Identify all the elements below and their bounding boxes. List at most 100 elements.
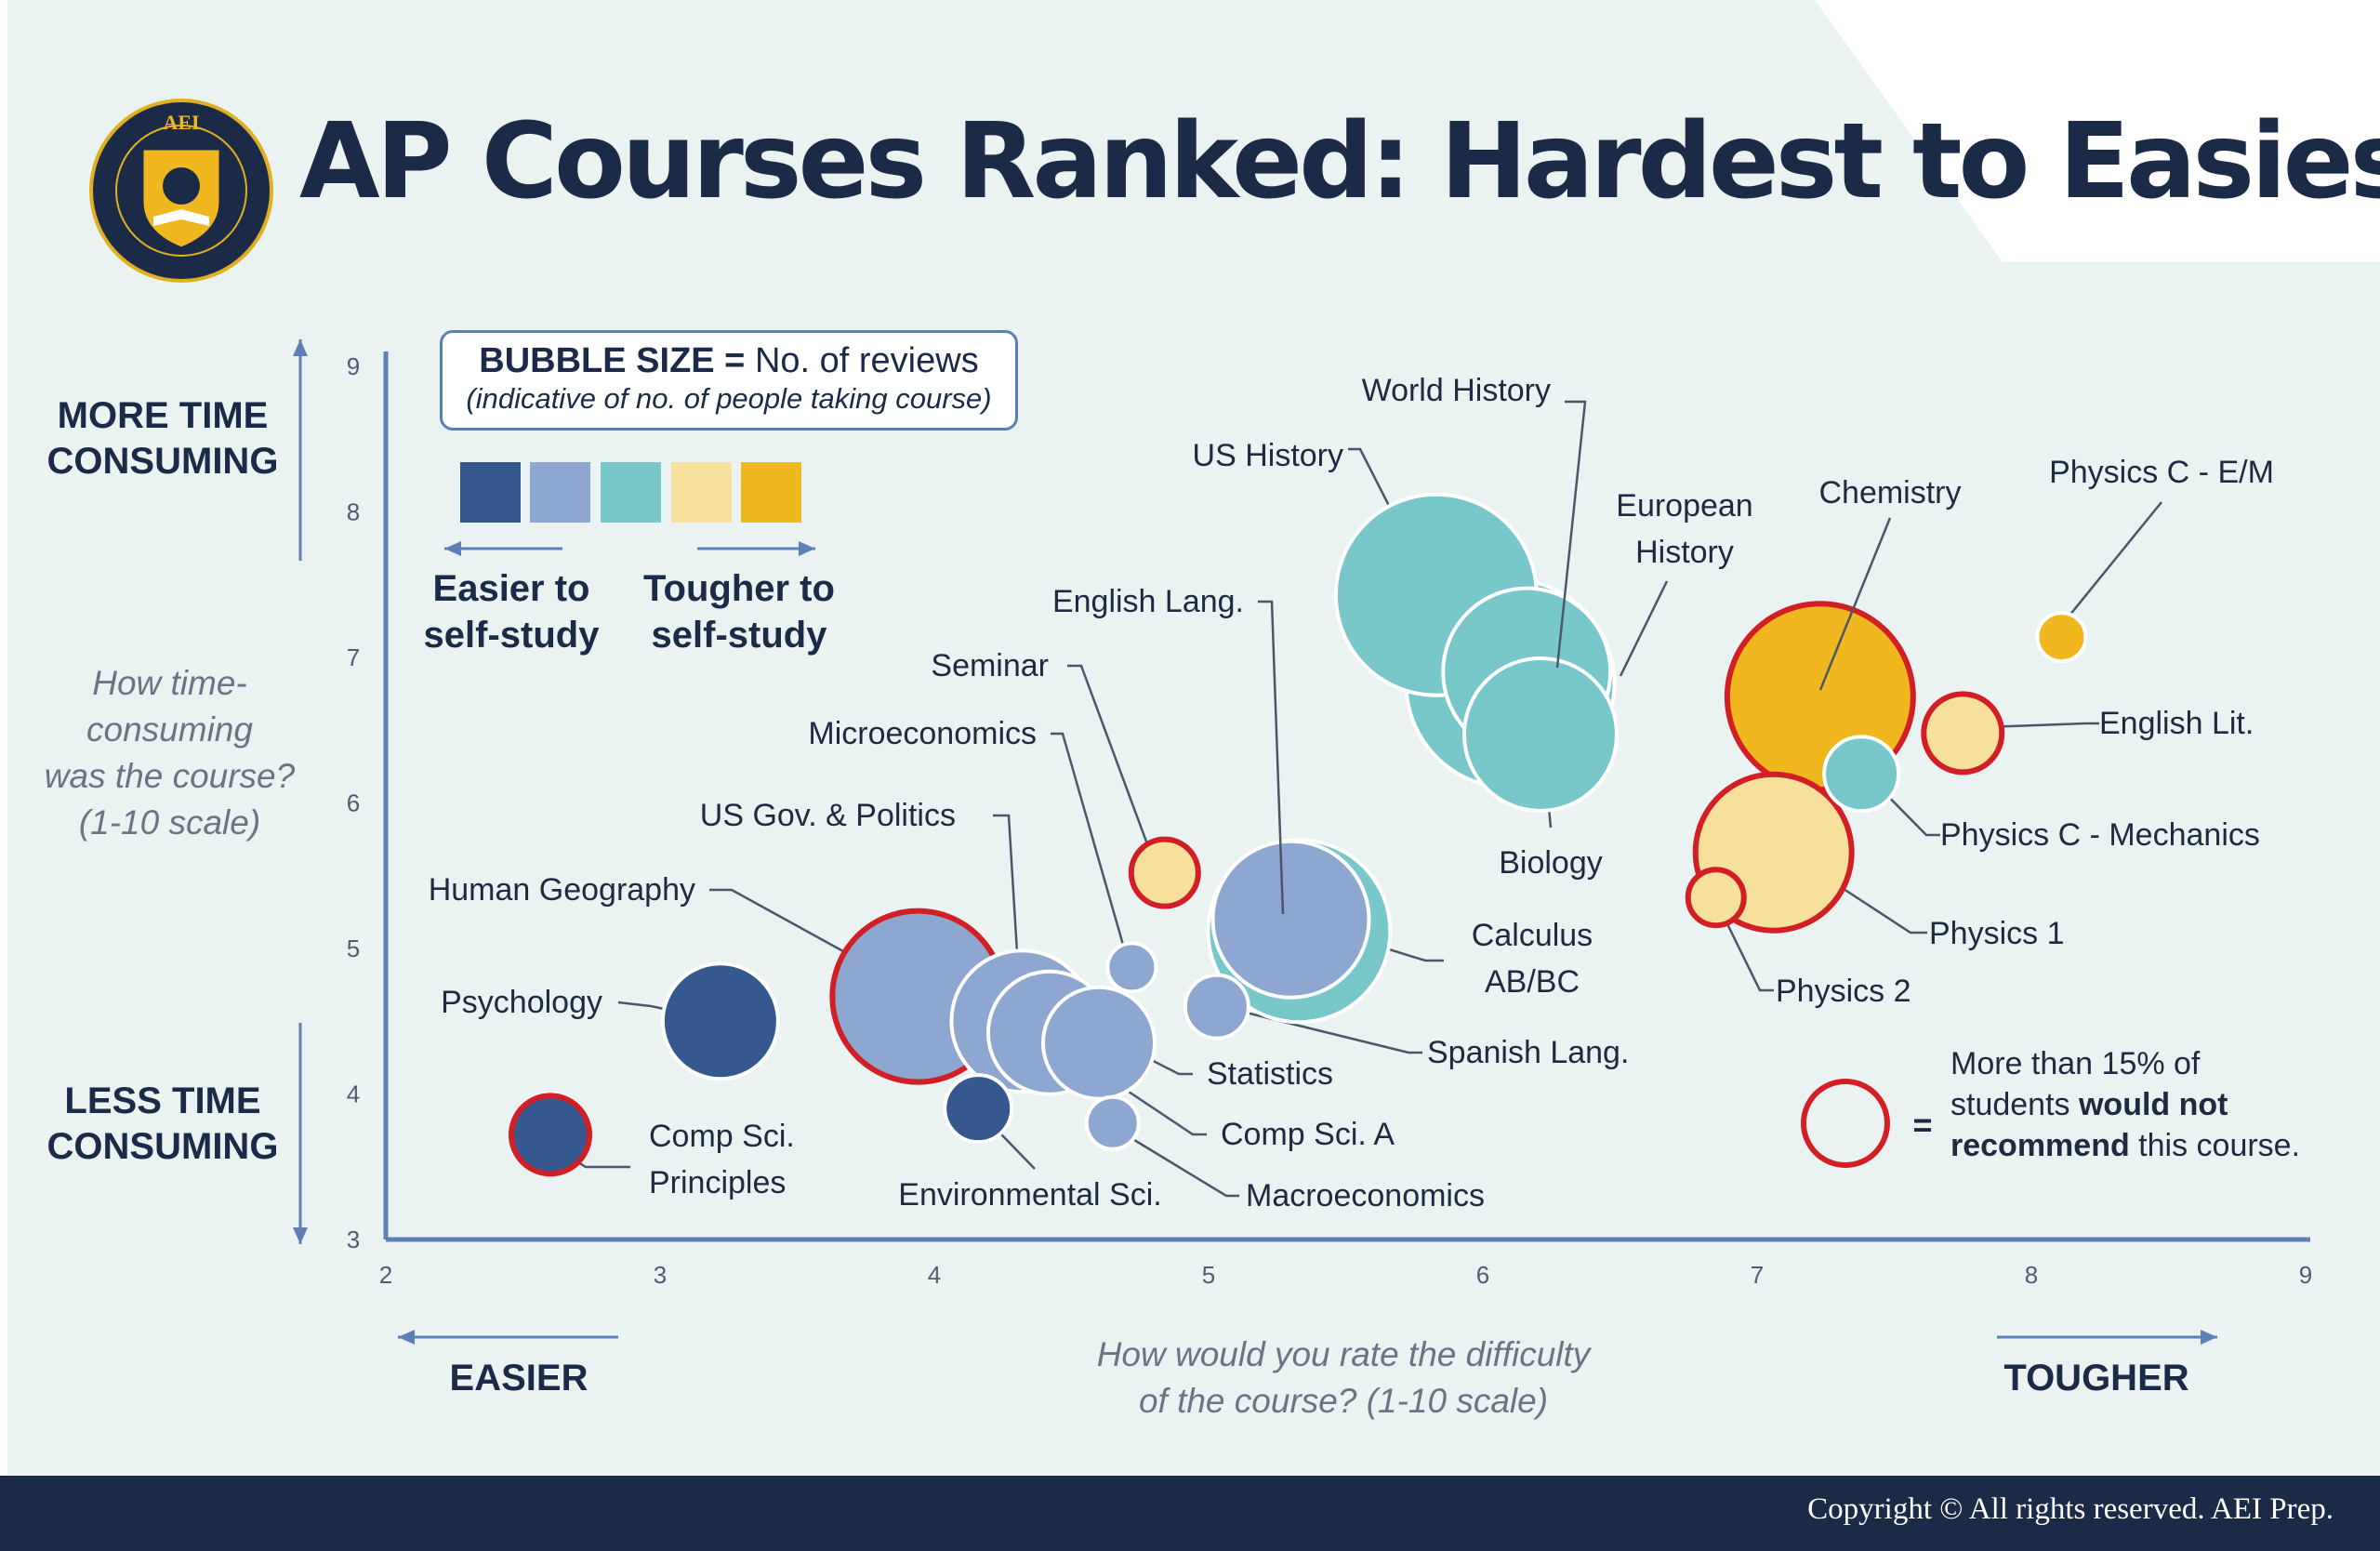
red-outline-legend-circle: [1801, 1079, 1890, 1168]
red-legend-line2-pre: students: [1950, 1087, 2079, 1122]
label-line: Physics C - E/M: [2049, 455, 2274, 490]
y-tick-label: 4: [347, 1080, 360, 1108]
label-line: Microeconomics: [808, 716, 1037, 751]
label-english-lit: English Lit.: [2099, 706, 2254, 741]
leader-overlays: [1258, 400, 1892, 915]
footer: Copyright © All rights reserved. AEI Pre…: [0, 1476, 2380, 1551]
label-line: World History: [1362, 373, 1551, 408]
leader-macroeconomics: [1112, 1125, 1239, 1198]
y-tick-label: 7: [347, 643, 360, 671]
legend-tougher-arrow-head: [799, 541, 815, 556]
label-environmental-sci: Environmental Sci.: [898, 1177, 1161, 1213]
tougher-self-study-label: Tougher to self-study: [643, 568, 835, 656]
bubble-seminar: [1128, 836, 1201, 909]
red-outline-legend-text: More than 15% of students would not reco…: [1950, 1043, 2300, 1166]
label-line: Physics 1: [1929, 916, 2065, 951]
y-tick-label: 3: [347, 1226, 360, 1253]
red-legend-line2-bold: would not: [2078, 1087, 2228, 1122]
label-line: Physics C - Mechanics: [1940, 817, 2260, 853]
bubble-biology: [1461, 656, 1619, 813]
bubble-microeconomics: [1105, 941, 1158, 994]
label-line: Statistics: [1207, 1056, 1333, 1092]
label-line: Seminar: [931, 648, 1049, 683]
x-tick-label: 7: [1751, 1261, 1764, 1289]
label-line: Chemistry: [1818, 475, 1961, 510]
leader-microeconomics: [1051, 732, 1127, 952]
bubble-spanish-lang: [1183, 973, 1250, 1041]
bubble-size-heading: BUBBLE SIZE = No. of reviews: [443, 340, 1015, 381]
label-seminar: Seminar: [931, 648, 1049, 683]
easier-label: EASIER: [449, 1358, 588, 1399]
label-line: Calculus: [1472, 918, 1593, 953]
label-psychology: Psychology: [441, 985, 602, 1020]
bubble-size-subheading: (indicative of no. of people taking cour…: [466, 382, 992, 415]
label-line: Spanish Lang.: [1427, 1035, 1629, 1070]
less-time-label: LESS TIME CONSUMING: [46, 1080, 279, 1167]
red-legend-line2: students would not: [1950, 1084, 2300, 1125]
tougher-label: TOUGHER: [2003, 1358, 2189, 1399]
x-tick-label: 8: [2025, 1261, 2038, 1289]
x-tick-label: 9: [2299, 1261, 2312, 1289]
x-tick-label: 4: [928, 1261, 941, 1289]
y-tick-label: 9: [347, 352, 360, 380]
bubble-comp-sci-principles: [509, 1093, 592, 1177]
red-legend-equals: =: [1912, 1106, 1932, 1144]
leader-world-history: [1555, 400, 1587, 669]
x-tick-label: 5: [1202, 1261, 1215, 1289]
bubble-english-lang: [1210, 839, 1371, 1000]
label-macroeconomics: Macroeconomics: [1246, 1178, 1485, 1213]
red-legend-line3-bold: recommend: [1950, 1128, 2130, 1163]
y-axis-question: How time- consuming was the course? (1-1…: [44, 664, 296, 842]
red-legend-line3: recommend this course.: [1950, 1125, 2300, 1166]
y-down-arrow-head: [293, 1227, 308, 1244]
bubble-physics-2: [1685, 867, 1747, 929]
label-line: Biology: [1499, 845, 1603, 881]
label-line: US History: [1193, 438, 1343, 473]
x-tick-label: 3: [654, 1261, 667, 1289]
label-chemistry: Chemistry: [1818, 475, 1961, 510]
bubble-size-heading-bold: BUBBLE SIZE =: [479, 341, 746, 380]
swatch-level-2: [530, 462, 590, 523]
leader-english-lang: [1258, 600, 1285, 915]
more-time-label: MORE TIME CONSUMING: [46, 395, 279, 482]
bubble-statistics: [1041, 985, 1157, 1101]
bubble-size-legend: BUBBLE SIZE = No. of reviews (indicative…: [440, 330, 1018, 431]
label-comp-sci-a: Comp Sci. A: [1221, 1117, 1395, 1152]
label-physics-c-e-m: Physics C - E/M: [2049, 455, 2274, 490]
y-tick-label: 5: [347, 935, 360, 962]
bubble-size-heading-rest: No. of reviews: [745, 341, 979, 380]
side-arrows: [293, 339, 2217, 1345]
easier-self-study-label: Easier to self-study: [423, 568, 600, 656]
label-spanish-lang: Spanish Lang.: [1427, 1035, 1629, 1070]
label-line: Macroeconomics: [1246, 1178, 1485, 1213]
label-statistics: Statistics: [1207, 1056, 1333, 1092]
swatch-level-4: [671, 462, 732, 523]
bubble-physics-c-e-m: [2035, 611, 2088, 664]
label-biology: Biology: [1499, 845, 1603, 881]
label-line: English Lang.: [1052, 584, 1244, 619]
label-line: Comp Sci. A: [1221, 1117, 1395, 1152]
bubble-psychology: [660, 961, 780, 1081]
label-line: Environmental Sci.: [898, 1177, 1161, 1213]
label-comp-sci-principles: Comp Sci. Principles: [649, 1119, 795, 1200]
label-line: US Gov. & Politics: [700, 798, 956, 833]
label-line: History: [1635, 535, 1734, 570]
x-axis-question: How would you rate the difficulty of the…: [1096, 1335, 1591, 1420]
leader-chemistry: [1818, 517, 1892, 691]
swatch-level-3: [601, 462, 661, 523]
label-line: Psychology: [441, 985, 602, 1020]
x-tick-label: 2: [379, 1261, 392, 1289]
copyright-text: Copyright © All rights reserved. AEI Pre…: [1807, 1492, 2334, 1526]
label-physics-1: Physics 1: [1929, 916, 2065, 951]
label-line: AB/BC: [1485, 964, 1580, 1000]
aei-logo: AEI: [89, 99, 273, 283]
y-up-arrow-head: [293, 339, 308, 356]
label-line: European: [1616, 488, 1752, 524]
label-us-gov-politics: US Gov. & Politics: [700, 798, 956, 833]
leader-european-history: [1619, 580, 1669, 677]
label-english-lang: English Lang.: [1052, 584, 1244, 619]
y-tick-label: 6: [347, 789, 360, 817]
label-microeconomics: Microeconomics: [808, 716, 1037, 751]
